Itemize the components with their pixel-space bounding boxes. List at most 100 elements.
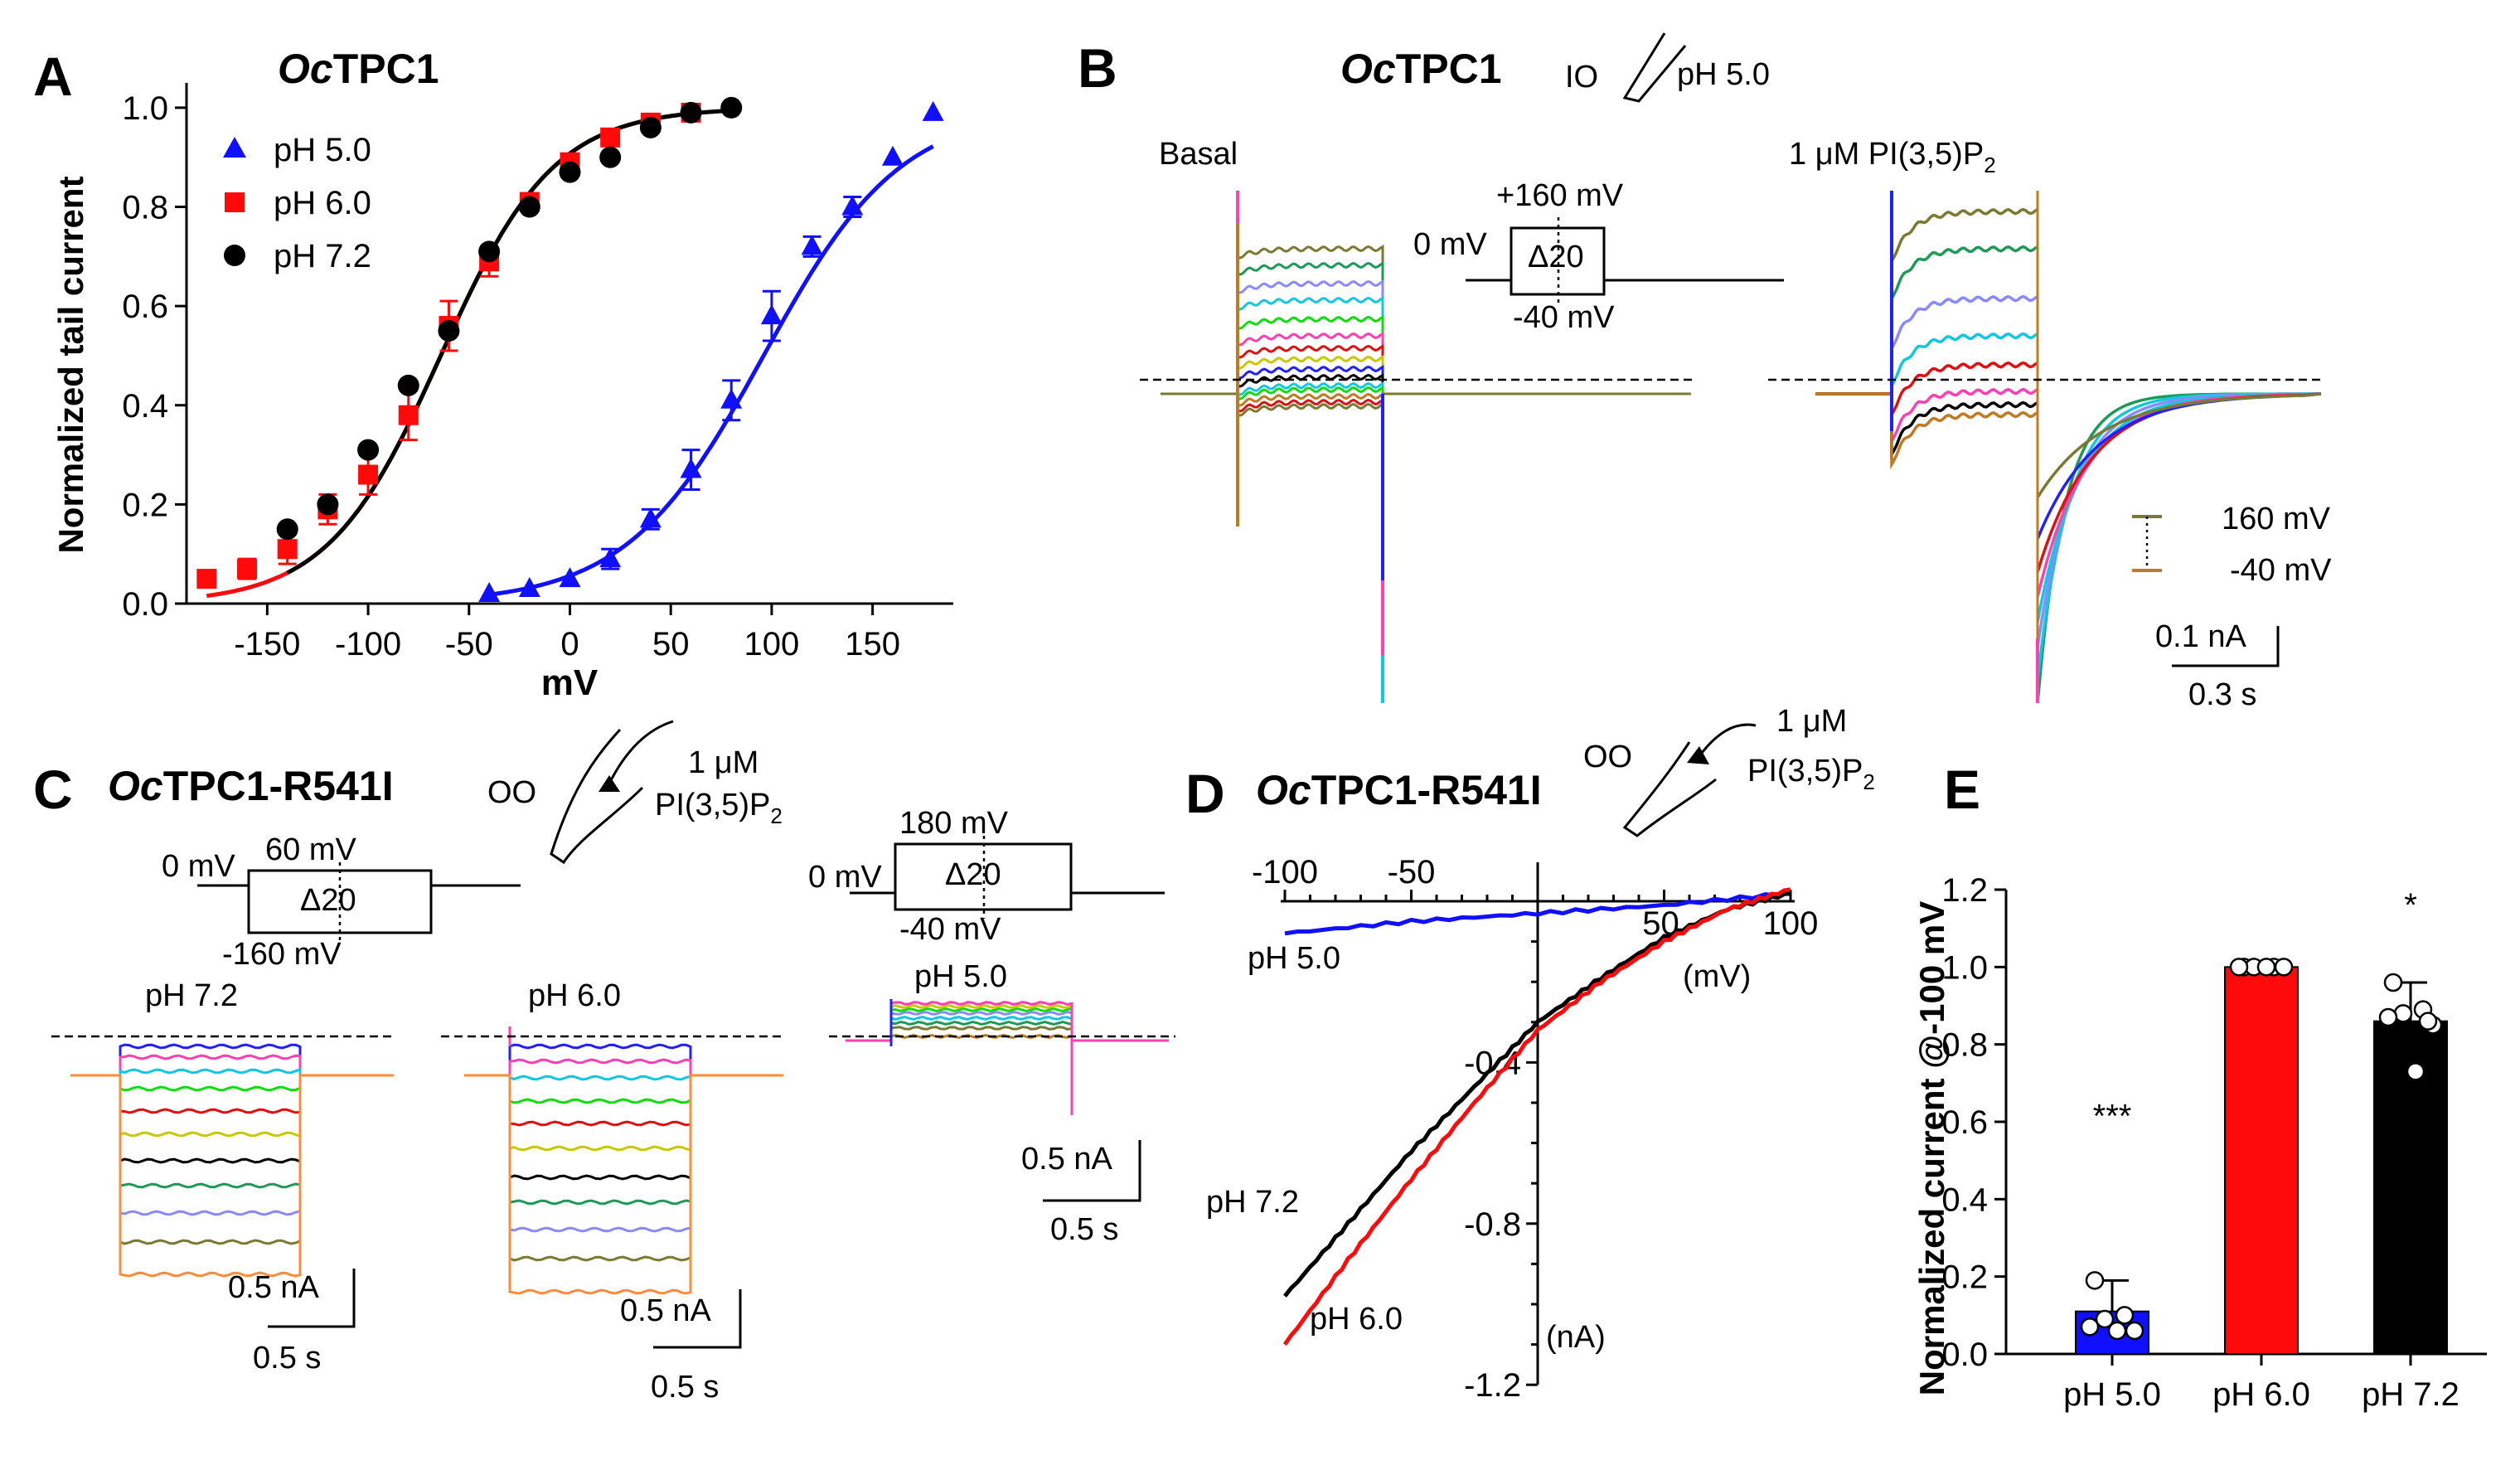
- b-pip2-step-trace: [1815, 207, 2038, 395]
- a-point-ph50: [760, 304, 783, 325]
- svg-text:0.5 nA: 0.5 nA: [620, 1293, 712, 1328]
- a-y-tick-label: 1.0: [122, 90, 168, 127]
- b-pip2-step-trace: [1815, 361, 2038, 420]
- a-legend-marker: [224, 245, 245, 266]
- d-y-tick-label: -0.4: [1464, 1045, 1521, 1081]
- a-legend-marker: [223, 137, 246, 158]
- a-y-axis-label: Normalized tail current: [51, 176, 90, 553]
- b-basal-trace: [1161, 392, 1691, 417]
- e-significance: ***: [2093, 1098, 2132, 1134]
- a-x-tick-label: -100: [335, 626, 401, 662]
- c-proto2-top: 180 mV: [899, 806, 1009, 841]
- a-x-tick-label: 150: [845, 626, 900, 662]
- a-point-ph72: [639, 116, 662, 138]
- c-trace-ph60: [464, 1074, 783, 1081]
- c-pip2-name: PI(3,5)P2: [655, 788, 783, 828]
- panel-letter-a: A: [33, 46, 73, 107]
- b-basal-trace: [1161, 354, 1691, 395]
- c-label-ph72: pH 7.2: [145, 978, 238, 1013]
- c-voltage-protocol-2: 0 mV 180 mV Δ20 -40 mV: [808, 806, 1165, 947]
- c-current-traces: [70, 999, 1169, 1295]
- panel-a-title: OcTPC1: [278, 46, 439, 92]
- svg-text:0.5 s: 0.5 s: [651, 1370, 719, 1405]
- b-basal-trace: [1161, 392, 1691, 413]
- e-data-point: [2125, 1321, 2144, 1341]
- e-y-tick-label: 0.4: [1941, 1181, 1988, 1218]
- svg-text:0.5 s: 0.5 s: [1050, 1212, 1118, 1247]
- b-basal-trace: [1161, 381, 1691, 396]
- a-x-tick-label: -50: [445, 626, 493, 662]
- c-pipette-icon: [550, 728, 644, 865]
- a-point-ph50: [478, 582, 501, 603]
- a-point-ph72: [317, 493, 339, 516]
- b-basal-label: Basal: [1159, 137, 1238, 172]
- b-proto-hold: 0 mV: [1413, 227, 1487, 262]
- d-y-axis-label: (nA): [1546, 1320, 1606, 1355]
- a-point-ph50: [720, 388, 743, 409]
- c-trace-ph60: [464, 1074, 783, 1127]
- a-fit-pH50: [488, 144, 934, 597]
- a-x-tick-label: 100: [744, 626, 800, 662]
- c-pipette-config: OO: [487, 775, 536, 810]
- b-voltage-protocol: 0 mV +160 mV Δ20 -40 mV: [1413, 178, 1784, 335]
- panel-letter-d: D: [1185, 763, 1225, 824]
- c-trace-ph72: [70, 1074, 394, 1092]
- e-bars: pH 5.0 *** pH 6.0 pH 7.2 *: [2063, 887, 2459, 1413]
- a-x-tick-label: 50: [652, 626, 690, 662]
- c-proto2-step: Δ20: [945, 857, 1001, 892]
- c-trace-ph60: [464, 1074, 783, 1233]
- a-point-ph50: [801, 235, 823, 255]
- a-point-ph50: [680, 458, 702, 478]
- d-pipette-config: OO: [1583, 740, 1632, 774]
- b-basal-trace: [1161, 279, 1691, 395]
- b-pipette-icon: [1622, 32, 1687, 103]
- c-trace-ph60: [464, 1058, 783, 1077]
- c-proto2-hold: 0 mV: [808, 860, 882, 895]
- c-trace-ph60: [464, 1074, 783, 1181]
- d-x-tick-label: 100: [1763, 905, 1819, 942]
- c-label-ph60: pH 6.0: [528, 978, 621, 1013]
- d-label-ph60: pH 6.0: [1310, 1302, 1403, 1337]
- c-proto1-hold: 0 mV: [162, 849, 235, 884]
- a-point-ph72: [559, 161, 581, 183]
- e-data-point: [2378, 1007, 2398, 1027]
- c-trace-ph60: [464, 1074, 783, 1104]
- e-x-tick-label: pH 6.0: [2212, 1376, 2310, 1413]
- a-point-ph72: [357, 439, 380, 461]
- c-trace-ph60: [464, 1074, 783, 1295]
- c-arrow: [608, 720, 674, 784]
- a-point-ph50: [639, 507, 662, 528]
- e-y-tick-label: 0.0: [1941, 1337, 1988, 1373]
- c-proto1-top: 60 mV: [265, 832, 356, 867]
- c-trace-ph50: [846, 1003, 1169, 1042]
- a-point-ph50: [599, 547, 622, 568]
- e-y-axis-label: Normalized current @-100 mV: [1912, 901, 1951, 1395]
- d-label-ph50: pH 5.0: [1248, 941, 1340, 976]
- svg-text:0.5 s: 0.5 s: [253, 1341, 321, 1376]
- a-data-points: [196, 96, 944, 603]
- a-point-ph60: [358, 464, 379, 485]
- panel-e: E Normalized current @-100 mV 0.0 0.2 0.4 0…: [1912, 759, 2487, 1413]
- a-y-tick-label: 0.8: [122, 190, 168, 226]
- c-trace-ph72: [70, 1074, 394, 1114]
- c-trace-ph60: [464, 1074, 783, 1152]
- b-current-traces: [1161, 191, 2322, 704]
- b-basal-trace: [1161, 260, 1691, 395]
- a-point-ph60: [196, 569, 217, 590]
- d-pip2-conc: 1 μM: [1776, 704, 1847, 739]
- a-legend-label: pH 5.0: [274, 132, 371, 168]
- c-trace-ph60: [464, 1043, 783, 1077]
- e-data-point: [2095, 1309, 2115, 1329]
- c-trace-ph72: [70, 1074, 394, 1245]
- b-pip2-tail-trace: [2036, 392, 2322, 573]
- a-point-ph60: [398, 405, 419, 425]
- e-data-point: [2383, 973, 2403, 992]
- c-trace-ph60: [464, 1074, 783, 1206]
- b-pip2-label: 1 μM PI(3,5)P2: [1789, 137, 1996, 177]
- b-pip2-step-trace: [1815, 392, 2038, 460]
- a-legend-marker: [225, 192, 245, 212]
- a-point-ph50: [922, 100, 944, 121]
- c-trace-ph72: [70, 1043, 394, 1077]
- b-pip2-step-trace: [1815, 387, 2038, 447]
